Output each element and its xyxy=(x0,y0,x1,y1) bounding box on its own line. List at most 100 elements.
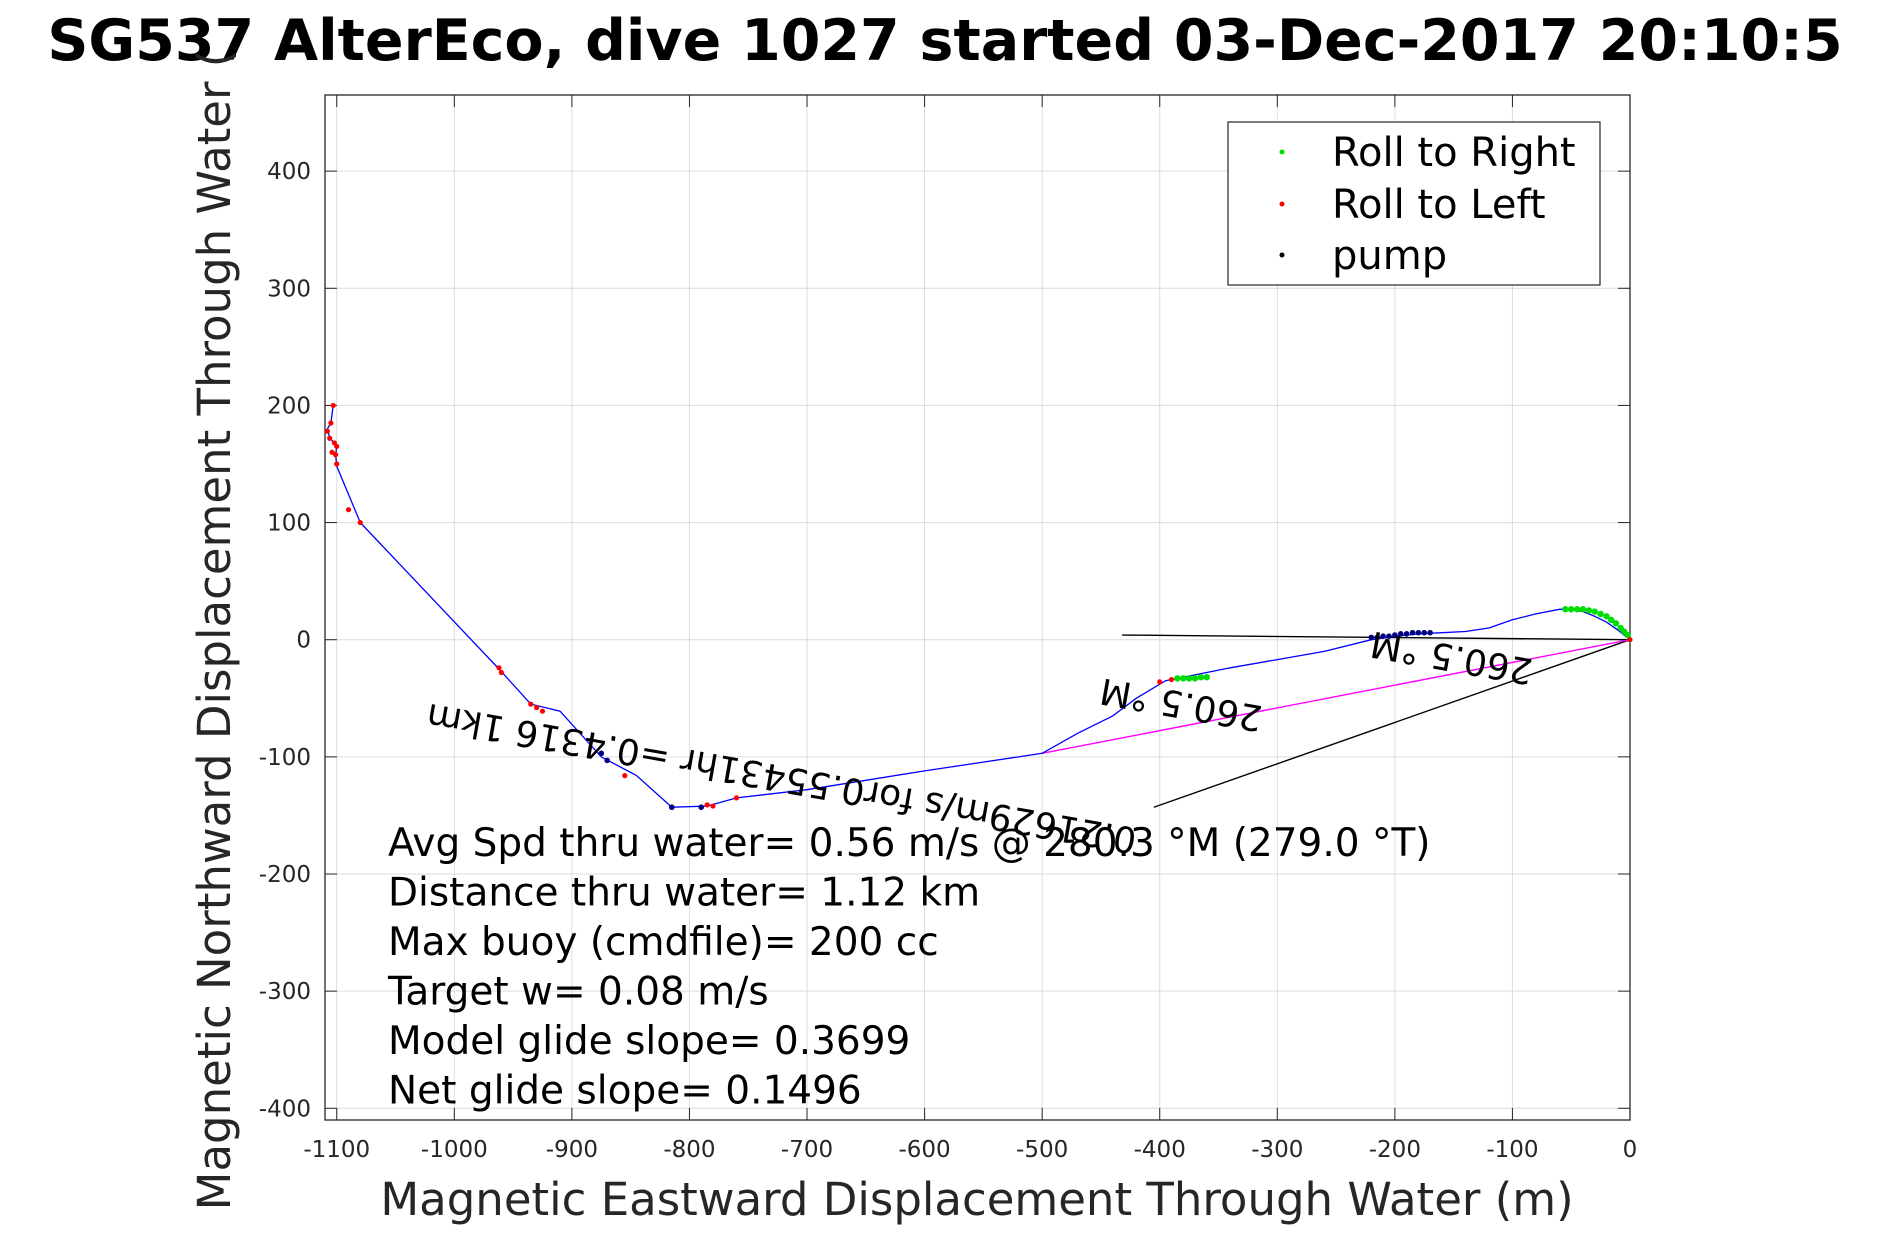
x-tick-label: -500 xyxy=(1016,1137,1068,1163)
roll-left-point xyxy=(622,773,628,779)
chart-title: SG537 AlterEco, dive 1027 started 03-Dec… xyxy=(47,8,1842,74)
roll-right-point xyxy=(1612,620,1620,627)
roll-left-point xyxy=(710,803,716,809)
roll-left-point xyxy=(357,519,363,526)
x-tick-label: -100 xyxy=(1486,1137,1538,1163)
roll-left-point xyxy=(330,402,336,409)
pump-point xyxy=(604,757,610,764)
pump-point xyxy=(1427,629,1433,636)
x-axis-ticks: -1100 -1000 -900 -800 -700 -600 -500 -400 -300 -2… xyxy=(303,1137,1637,1163)
roll-right-point xyxy=(1607,616,1615,623)
roll-left-point xyxy=(329,449,335,455)
roll-right-point xyxy=(1573,606,1581,613)
roll-right-point xyxy=(1585,607,1593,614)
y-tick-label: 0 xyxy=(296,628,311,654)
pump-point xyxy=(1368,634,1375,641)
roll-right-point xyxy=(1197,674,1205,681)
x-tick-label: -800 xyxy=(663,1137,715,1163)
roll-right-point xyxy=(1568,606,1575,613)
reference-line xyxy=(1153,639,1631,808)
pump-point xyxy=(1380,633,1386,639)
x-tick-label: -300 xyxy=(1251,1137,1303,1163)
annotations: Avg Spd thru water= 0.56 m/s @ 280.3 °M … xyxy=(387,821,1431,1114)
x-tick-label: -900 xyxy=(546,1137,598,1163)
annotation-line: Avg Spd thru water= 0.56 m/s @ 280.3 °M … xyxy=(388,821,1431,866)
x-tick-label: -200 xyxy=(1369,1137,1421,1163)
legend-box xyxy=(1227,121,1601,286)
roll-left-point xyxy=(496,665,502,671)
legend-label-roll-left: Roll to Left xyxy=(1332,182,1546,228)
x-tick-label: -700 xyxy=(781,1137,833,1163)
annotation-line: Net glide slope= 0.1496 xyxy=(388,1069,862,1114)
x-tick-label: -600 xyxy=(898,1137,950,1163)
y-tick-label: -300 xyxy=(259,979,311,1005)
roll-right-point xyxy=(1191,675,1199,682)
x-tick-label: -400 xyxy=(1134,1137,1186,1163)
roll-left-point xyxy=(327,435,333,441)
roll-right-point xyxy=(1185,675,1193,682)
roll-left-point xyxy=(324,428,330,434)
y-tick-label: -100 xyxy=(259,745,311,771)
roll-right-point xyxy=(1180,675,1187,682)
roll-right-point xyxy=(1617,624,1624,632)
roll-left-point xyxy=(1627,637,1633,643)
roll-right-point xyxy=(1579,606,1587,613)
legend-label-pump: pump xyxy=(1332,233,1447,279)
y-tick-label: -200 xyxy=(259,862,311,888)
y-tick-label: -400 xyxy=(259,1096,311,1122)
roll-left-point xyxy=(498,669,504,676)
x-tick-label: 0 xyxy=(1623,1137,1638,1163)
legend-marker-roll-right xyxy=(1279,149,1285,155)
annotation-line: Max buoy (cmdfile)= 200 cc xyxy=(388,920,939,965)
roll-left-point xyxy=(704,802,710,808)
roll-left-point xyxy=(539,708,546,714)
y-tick-label: 400 xyxy=(267,159,311,185)
legend-marker-pump xyxy=(1279,252,1285,258)
pump-point xyxy=(669,804,675,811)
roll-right-point xyxy=(1603,613,1610,620)
legend: Roll to Right Roll to Left pump xyxy=(1227,121,1601,286)
roll-right-point xyxy=(1174,675,1181,682)
avg-velocity-vector xyxy=(1042,639,1631,755)
x-axis-label: Magnetic Eastward Displacement Through W… xyxy=(380,1173,1573,1226)
roll-left-point xyxy=(345,507,352,513)
roll-left-point xyxy=(334,461,340,467)
pump-point xyxy=(598,750,605,757)
pump-point xyxy=(1403,631,1410,637)
legend-marker-roll-left xyxy=(1279,201,1285,207)
roll-right-point xyxy=(1597,610,1604,618)
roll-left-point xyxy=(1168,676,1175,683)
y-axis-label: Magnetic Northward Displacement Through … xyxy=(188,50,241,1211)
y-tick-label: 200 xyxy=(267,393,311,419)
pump-point xyxy=(698,804,705,811)
pump-point xyxy=(1421,629,1428,636)
pump-point xyxy=(1374,634,1381,641)
pump-point xyxy=(1386,633,1392,639)
x-tick-label: -1000 xyxy=(421,1137,488,1163)
roll-left-point xyxy=(534,705,540,711)
y-tick-label: 100 xyxy=(267,511,311,537)
roll-right-point xyxy=(1203,674,1210,681)
x-tick-label: -1100 xyxy=(303,1137,370,1163)
annotation-line: Target w= 0.08 m/s xyxy=(387,970,769,1015)
roll-left-point xyxy=(331,440,338,446)
roll-left-point xyxy=(1157,679,1163,685)
track-line xyxy=(326,405,1631,808)
roll-right-point xyxy=(1591,608,1598,615)
pump-point xyxy=(1392,632,1398,638)
roll-left-point xyxy=(733,795,740,801)
legend-label-roll-right: Roll to Right xyxy=(1332,130,1576,176)
pump-point xyxy=(1397,631,1404,637)
plot-frame xyxy=(324,94,1631,1121)
roll-left-point xyxy=(528,701,534,707)
roll-right-point xyxy=(1562,606,1569,613)
annotation-line: Distance thru water= 1.12 km xyxy=(388,871,980,916)
pump-point xyxy=(1409,629,1416,636)
annotation-line: Model glide slope= 0.3699 xyxy=(388,1019,910,1064)
series-layer xyxy=(324,402,1633,811)
y-axis-ticks: -400 -300 -200 -100 0 100 200 300 400 xyxy=(259,159,311,1122)
pump-point xyxy=(1415,629,1422,636)
y-tick-label: 300 xyxy=(267,276,311,302)
roll-left-point xyxy=(328,420,334,426)
